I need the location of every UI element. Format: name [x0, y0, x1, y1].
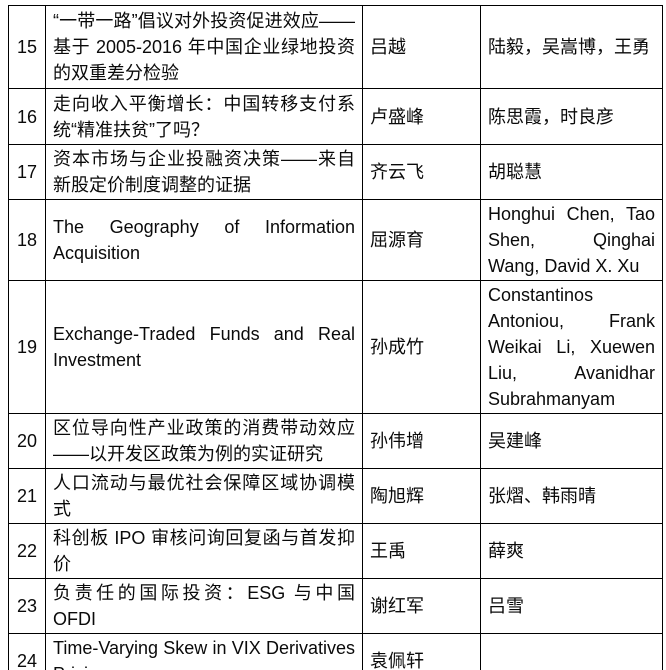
coauthor-names: 吴建峰	[480, 413, 663, 469]
coauthor-names: 陆毅，吴嵩博，王勇	[480, 5, 663, 89]
coauthor-names: Honghui Chen, Tao Shen, Qinghai Wang, Da…	[480, 199, 663, 281]
table-row: 16 走向收入平衡增长：中国转移支付系统“精准扶贫”了吗？ 卢盛峰 陈思霞，时良…	[8, 88, 663, 145]
coauthor-names: 张熠、韩雨晴	[480, 468, 663, 524]
paper-title: Exchange-Traded Funds and Real Investmen…	[45, 280, 363, 414]
presenter-name: 齐云飞	[362, 144, 481, 200]
row-number: 22	[8, 523, 46, 579]
row-number: 19	[8, 280, 46, 414]
table-row: 17 资本市场与企业投融资决策——来自新股定价制度调整的证据 齐云飞 胡聪慧	[8, 144, 663, 200]
paper-title: 资本市场与企业投融资决策——来自新股定价制度调整的证据	[45, 144, 363, 200]
paper-title: 区位导向性产业政策的消费带动效应——以开发区政策为例的实证研究	[45, 413, 363, 469]
table-row: 23 负责任的国际投资：ESG 与中国 OFDI 谢红军 吕雪	[8, 578, 663, 634]
coauthor-names: Constantinos Antoniou, Frank Weikai Li, …	[480, 280, 663, 414]
paper-title: 负责任的国际投资：ESG 与中国 OFDI	[45, 578, 363, 634]
table-row: 21 人口流动与最优社会保障区域协调模式 陶旭辉 张熠、韩雨晴	[8, 468, 663, 524]
presenter-name: 孙成竹	[362, 280, 481, 414]
table-row: 18 The Geography of Information Acquisit…	[8, 199, 663, 281]
paper-title: 走向收入平衡增长：中国转移支付系统“精准扶贫”了吗？	[45, 88, 363, 145]
paper-title: “一带一路”倡议对外投资促进效应——基于 2005-2016 年中国企业绿地投资…	[45, 5, 363, 89]
row-number: 24	[8, 633, 46, 670]
row-number: 15	[8, 5, 46, 89]
presenter-name: 孙伟增	[362, 413, 481, 469]
coauthor-names: 吕雪	[480, 578, 663, 634]
row-number: 18	[8, 199, 46, 281]
coauthor-names	[480, 633, 663, 670]
presenter-name: 谢红军	[362, 578, 481, 634]
row-number: 21	[8, 468, 46, 524]
presenter-name: 王禹	[362, 523, 481, 579]
presenter-name: 卢盛峰	[362, 88, 481, 145]
row-number: 16	[8, 88, 46, 145]
presenter-name: 吕越	[362, 5, 481, 89]
table-row: 15 “一带一路”倡议对外投资促进效应——基于 2005-2016 年中国企业绿…	[8, 5, 663, 89]
row-number: 23	[8, 578, 46, 634]
table-row: 24 Time-Varying Skew in VIX Derivatives …	[8, 633, 663, 670]
table-row: 22 科创板 IPO 审核问询回复函与首发抑价 王禹 薛爽	[8, 523, 663, 579]
table-row: 19 Exchange-Traded Funds and Real Invest…	[8, 280, 663, 414]
table-row: 20 区位导向性产业政策的消费带动效应——以开发区政策为例的实证研究 孙伟增 吴…	[8, 413, 663, 469]
paper-schedule-table: 15 “一带一路”倡议对外投资促进效应——基于 2005-2016 年中国企业绿…	[8, 5, 663, 670]
paper-title: 人口流动与最优社会保障区域协调模式	[45, 468, 363, 524]
coauthor-names: 陈思霞，时良彦	[480, 88, 663, 145]
paper-title: Time-Varying Skew in VIX Derivatives Pri…	[45, 633, 363, 670]
coauthor-names: 薛爽	[480, 523, 663, 579]
paper-title: 科创板 IPO 审核问询回复函与首发抑价	[45, 523, 363, 579]
presenter-name: 屈源育	[362, 199, 481, 281]
row-number: 17	[8, 144, 46, 200]
paper-title: The Geography of Information Acquisition	[45, 199, 363, 281]
presenter-name: 袁佩轩	[362, 633, 481, 670]
coauthor-names: 胡聪慧	[480, 144, 663, 200]
presenter-name: 陶旭辉	[362, 468, 481, 524]
row-number: 20	[8, 413, 46, 469]
